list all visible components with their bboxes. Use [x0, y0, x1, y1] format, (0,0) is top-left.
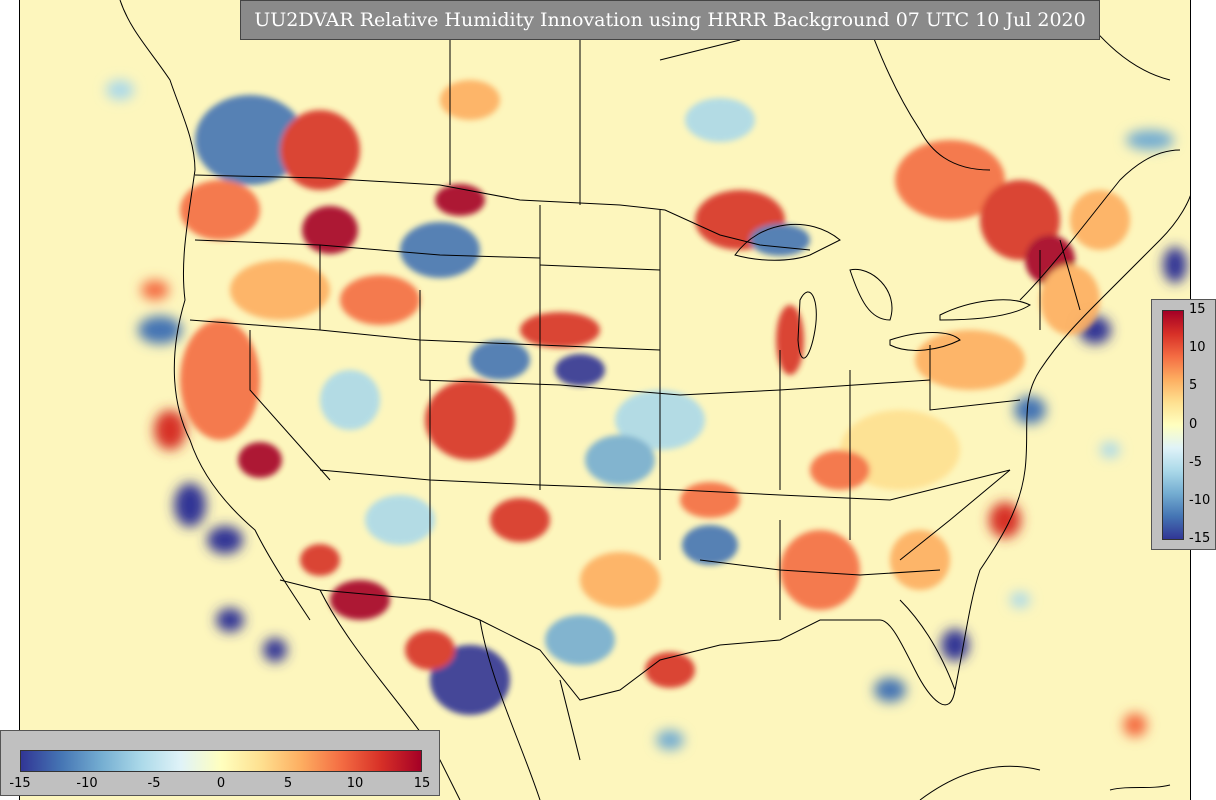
- horizontal-colorbar-tick: 10: [346, 776, 364, 791]
- horizontal-colorbar-gradient: [20, 750, 422, 772]
- vertical-colorbar-tick: 10: [1189, 340, 1206, 355]
- vertical-colorbar-tick: -5: [1189, 455, 1202, 470]
- horizontal-colorbar-tick: 5: [283, 776, 293, 791]
- horizontal-colorbar-tick: -5: [147, 776, 161, 791]
- horizontal-colorbar-tick: 15: [413, 776, 431, 791]
- land-anomalies: [180, 80, 1130, 715]
- horizontal-colorbar-tick: -10: [76, 776, 98, 791]
- humidity-innovation-map: [20, 0, 1190, 800]
- vertical-colorbar-tick: -10: [1189, 493, 1211, 508]
- horizontal-colorbar-tick: -15: [9, 776, 31, 791]
- vertical-colorbar: 15 10 5 0 -5 -10 -15: [1151, 299, 1216, 550]
- vertical-colorbar-tick: 0: [1189, 417, 1198, 432]
- vertical-colorbar-gradient: [1162, 310, 1184, 540]
- map-panel[interactable]: [19, 0, 1191, 800]
- vertical-colorbar-tick: -15: [1189, 531, 1211, 546]
- horizontal-colorbar: -15 -10 -5 0 5 10 15: [0, 730, 440, 796]
- vertical-colorbar-tick: 15: [1189, 302, 1206, 317]
- vertical-colorbar-tick: 5: [1189, 378, 1198, 393]
- map-title: UU2DVAR Relative Humidity Innovation usi…: [240, 0, 1100, 40]
- horizontal-colorbar-tick: 0: [216, 776, 226, 791]
